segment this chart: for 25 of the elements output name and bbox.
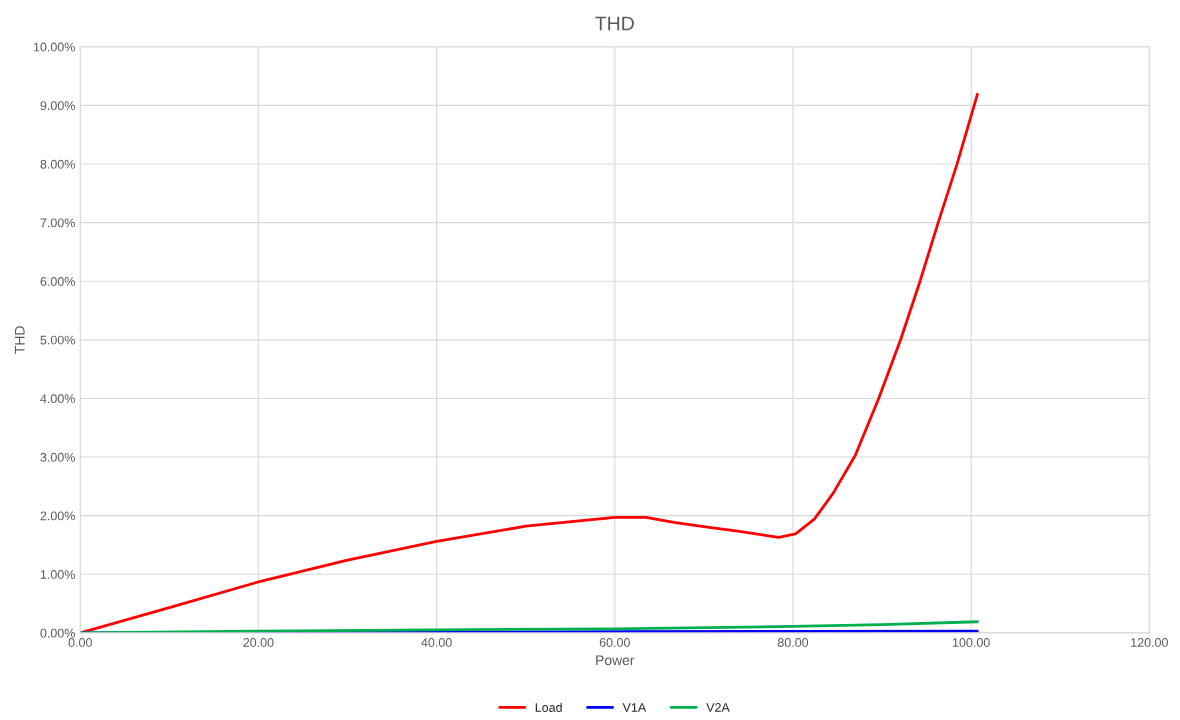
- y-tick-label: 8.00%: [40, 159, 75, 169]
- y-tick-label: 6.00%: [40, 277, 75, 286]
- y-tick-label: 5.00%: [40, 335, 75, 345]
- y-tick-label: 3.00%: [40, 452, 75, 462]
- y-tick-label: 1.00%: [40, 570, 75, 579]
- y-tick-label: 0.00%: [40, 628, 75, 638]
- y-axis-title: THD: [14, 326, 25, 354]
- x-tick-label: 0.00: [68, 638, 92, 647]
- x-tick-label: 100.00: [952, 638, 990, 647]
- y-tick-label: 10.00%: [33, 42, 75, 52]
- x-tick-label: 20.00: [243, 638, 274, 647]
- y-tick-label: 4.00%: [40, 394, 75, 404]
- legend-label: V2A: [706, 703, 730, 712]
- x-tick-label: 60.00: [599, 638, 630, 647]
- x-tick-label: 120.00: [1131, 638, 1168, 647]
- y-tick-label: 7.00%: [40, 218, 75, 228]
- x-axis-title: Power: [596, 655, 635, 666]
- chart-title: THD: [595, 16, 634, 31]
- legend-label: V1A: [622, 703, 647, 712]
- x-tick-label: 40.00: [421, 638, 452, 647]
- y-tick-label: 2.00%: [40, 511, 75, 521]
- legend-label: Load: [535, 702, 562, 712]
- line-series: [80, 620, 979, 633]
- x-tick-label: 80.00: [777, 638, 809, 647]
- y-tick-label: 9.00%: [40, 101, 75, 111]
